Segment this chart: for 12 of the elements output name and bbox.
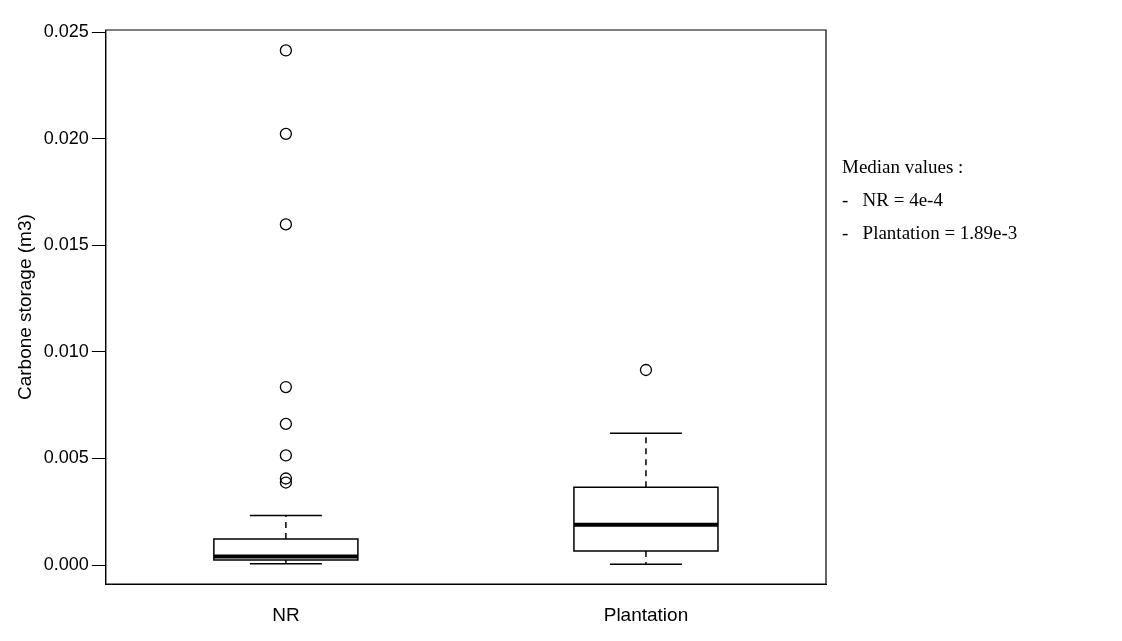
- y-tick-label: 0.020: [43, 127, 89, 148]
- x-tick-label: NR: [272, 603, 300, 625]
- y-tick-label: 0.015: [43, 234, 89, 255]
- text: - NR = 4e-4: [842, 188, 944, 212]
- y-tick-label: 0.005: [43, 447, 89, 468]
- y-tick-label: 0.025: [43, 21, 89, 42]
- text: Median values :: [842, 155, 965, 179]
- y-tick-label: 0.000: [43, 553, 89, 574]
- text: - Plantation = 1.89e-3: [842, 221, 1018, 245]
- y-tick-label: 0.010: [43, 340, 89, 361]
- x-tick-label: Plantation: [603, 603, 689, 625]
- y-axis-title: Carbone storage (m3): [13, 214, 35, 401]
